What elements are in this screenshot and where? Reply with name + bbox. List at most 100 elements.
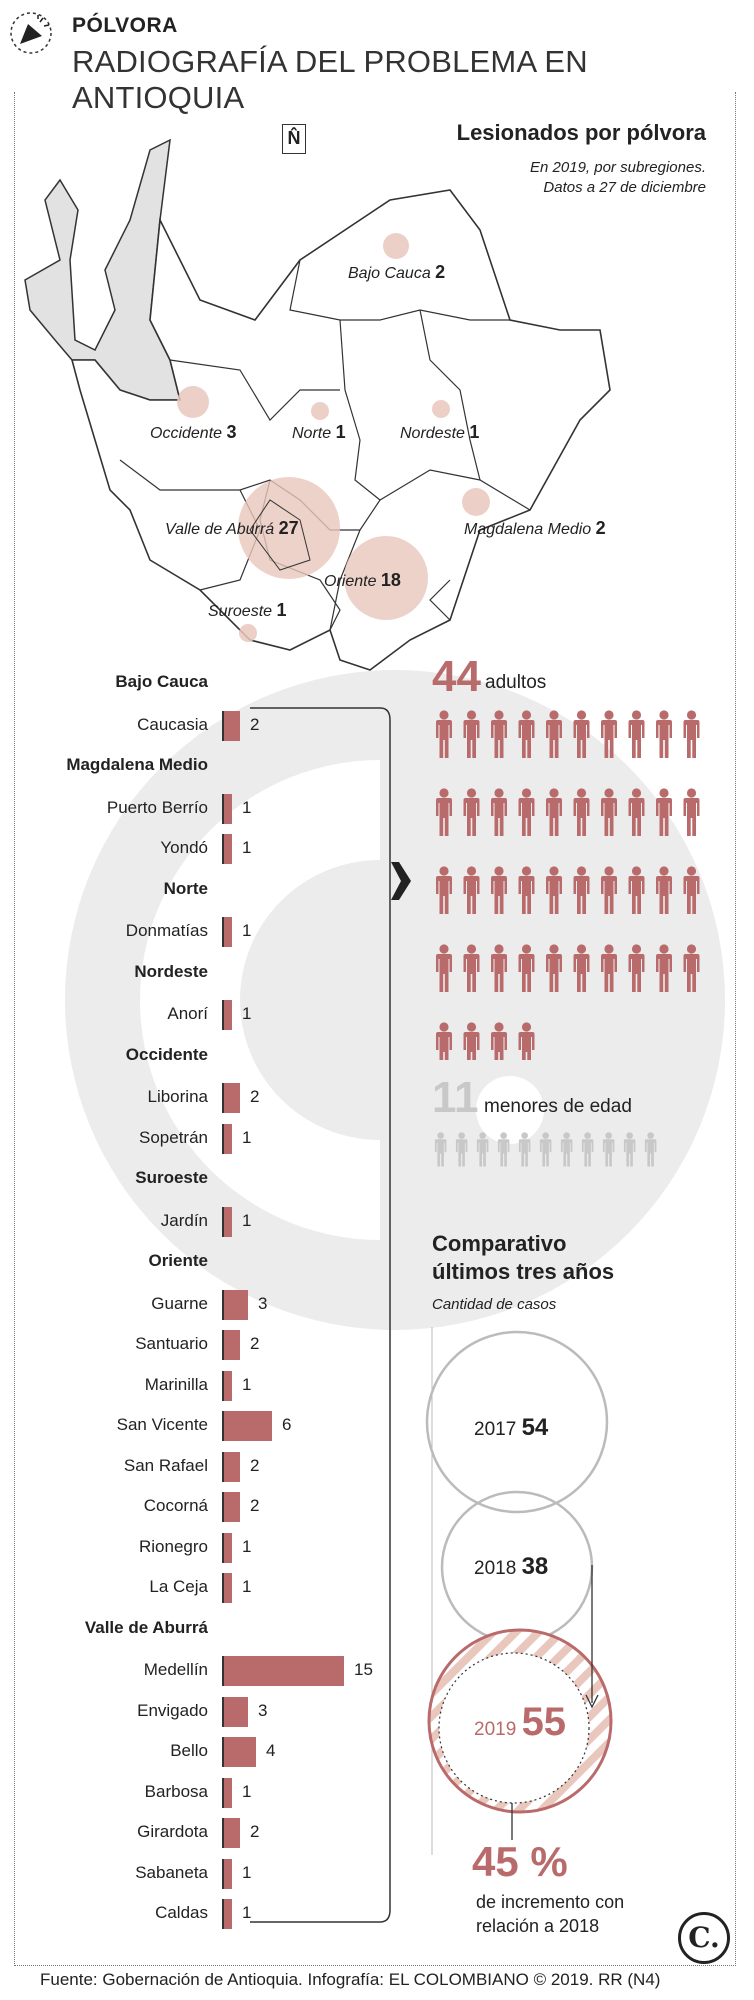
legend-sub-line2: Datos a 27 de diciembre <box>543 179 706 196</box>
bar-value-label: 1 <box>242 1862 252 1882</box>
category-label: Magdalena Medio <box>66 755 208 774</box>
minors-pictogram <box>434 1132 657 1167</box>
adult-figure <box>518 710 535 758</box>
adult-figure <box>546 788 562 836</box>
bar-cocorná <box>222 1492 240 1522</box>
region-name: Bajo Cauca <box>348 265 431 282</box>
adult-figure <box>656 710 672 758</box>
region-name: Suroeste <box>208 603 273 620</box>
year-2018: 2018 <box>474 1558 517 1579</box>
municipality-label: La Ceja <box>149 1577 208 1596</box>
year-2018-label: 2018 38 <box>474 1553 548 1581</box>
minor-figure <box>644 1132 657 1167</box>
region-label-suroeste: Suroeste 1 <box>208 600 287 621</box>
page-title: RADIOGRAFÍA DEL PROBLEMA EN ANTIOQUIA <box>72 44 588 115</box>
firework-icon <box>10 12 52 54</box>
region-value: 27 <box>278 518 299 538</box>
municipality-label: Santuario <box>135 1334 208 1353</box>
region-name: Valle de Aburrá <box>165 521 275 538</box>
region-value: 3 <box>226 422 237 442</box>
minor-figure <box>518 1132 531 1167</box>
adults-pictogram <box>436 710 700 1060</box>
region-label-norte: Norte 1 <box>292 422 346 443</box>
year-2017-label: 2017 54 <box>474 1414 548 1442</box>
bar-value-label: 2 <box>250 1334 260 1353</box>
adult-figure <box>601 710 617 758</box>
municipality-label: Sabaneta <box>135 1862 208 1882</box>
adult-figure <box>573 866 590 914</box>
municipality-label: Caucasia <box>137 714 208 734</box>
arrow-right-icon <box>391 862 411 900</box>
category-label: Nordeste <box>134 961 208 981</box>
region-label-valle-de-aburra: Valle de Aburrá 27 <box>165 518 299 539</box>
adult-figure <box>546 710 562 758</box>
comparison-title-line1: Comparativo <box>432 1231 567 1256</box>
municipality-label: Girardota <box>137 1822 208 1841</box>
adult-figure <box>628 710 645 758</box>
bracket-connector <box>250 707 391 1923</box>
municipality-label: Guarne <box>151 1293 208 1313</box>
bar-san-rafael <box>222 1451 240 1482</box>
bar-value-label: 1 <box>242 921 252 940</box>
municipality-label: San Vicente <box>116 1415 208 1434</box>
antioquia-map <box>24 138 611 671</box>
comparison-bubbles <box>425 1327 613 1855</box>
bar-medellín <box>222 1656 344 1686</box>
region-value: 18 <box>380 570 401 590</box>
region-value: 1 <box>335 422 346 442</box>
adult-figure <box>491 944 507 992</box>
year-2017: 2017 <box>474 1419 517 1440</box>
adult-figure <box>463 788 480 836</box>
el-colombiano-logo: C. <box>678 1912 730 1964</box>
bar-value-label: 1 <box>242 1781 252 1801</box>
adult-figure <box>546 944 562 992</box>
bar-yondó <box>222 834 232 864</box>
bar-value-label: 2 <box>250 1455 260 1475</box>
bar-value-label: 15 <box>354 1660 373 1679</box>
municipality-label: Caldas <box>155 1903 208 1922</box>
bar-value-label: 2 <box>250 1496 260 1515</box>
municipality-label: Cocorná <box>143 1496 208 1515</box>
adult-figure <box>573 710 590 758</box>
content-frame <box>14 92 736 1966</box>
category-label: Norte <box>163 878 208 898</box>
adult-figure <box>518 788 535 836</box>
bar-value-label: 1 <box>242 838 252 857</box>
adult-figure <box>491 788 507 836</box>
bar-marinilla <box>222 1370 232 1401</box>
region-name: Oriente <box>324 573 377 590</box>
municipality-label: Yondó <box>160 838 208 857</box>
adult-figure <box>601 866 617 914</box>
adult-figure <box>463 1022 480 1060</box>
adult-figure <box>573 788 590 836</box>
north-symbol: N̂ <box>282 124 306 154</box>
municipality-label: Marinilla <box>144 1374 208 1394</box>
bar-san-vicente <box>222 1411 272 1441</box>
minor-figure <box>434 1132 447 1167</box>
comparison-subtitle: Cantidad de casos <box>432 1296 557 1313</box>
region-name: Occidente <box>150 425 223 442</box>
adult-figure <box>628 866 645 914</box>
bar-value-label: 4 <box>266 1741 276 1760</box>
region-label-oriente: Oriente 18 <box>324 570 401 591</box>
bar-value-label: 1 <box>242 1903 252 1922</box>
region-name: Magdalena Medio <box>464 521 592 538</box>
bar-sabaneta <box>222 1858 232 1889</box>
municipality-label: Anorí <box>167 1004 208 1023</box>
region-value: 2 <box>435 262 446 282</box>
bar-barbosa <box>222 1777 232 1808</box>
adult-figure <box>436 1022 452 1060</box>
adult-figure <box>463 944 480 992</box>
adult-figure <box>601 788 617 836</box>
adult-figure <box>656 788 672 836</box>
adult-figure <box>463 710 480 758</box>
minor-figure <box>623 1132 636 1167</box>
bar-value-label: 2 <box>250 714 260 734</box>
bar-value-label: 1 <box>242 1577 252 1596</box>
increase-text: de incremento con relación a 2018 <box>476 1890 676 1938</box>
region-value: 1 <box>469 422 480 442</box>
adult-figure <box>436 788 452 836</box>
bar-envigado <box>222 1696 248 1727</box>
adult-figure <box>683 710 700 758</box>
adult-figure <box>436 866 452 914</box>
